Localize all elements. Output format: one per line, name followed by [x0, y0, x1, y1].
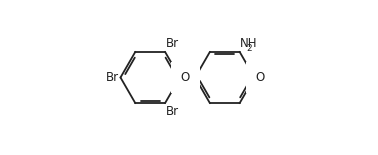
Text: Br: Br [166, 105, 180, 118]
Text: Br: Br [166, 37, 180, 50]
Text: O: O [256, 71, 265, 84]
Text: O: O [181, 71, 190, 84]
Text: 2: 2 [246, 44, 252, 53]
Text: NH: NH [240, 37, 258, 50]
Text: Br: Br [105, 71, 119, 84]
